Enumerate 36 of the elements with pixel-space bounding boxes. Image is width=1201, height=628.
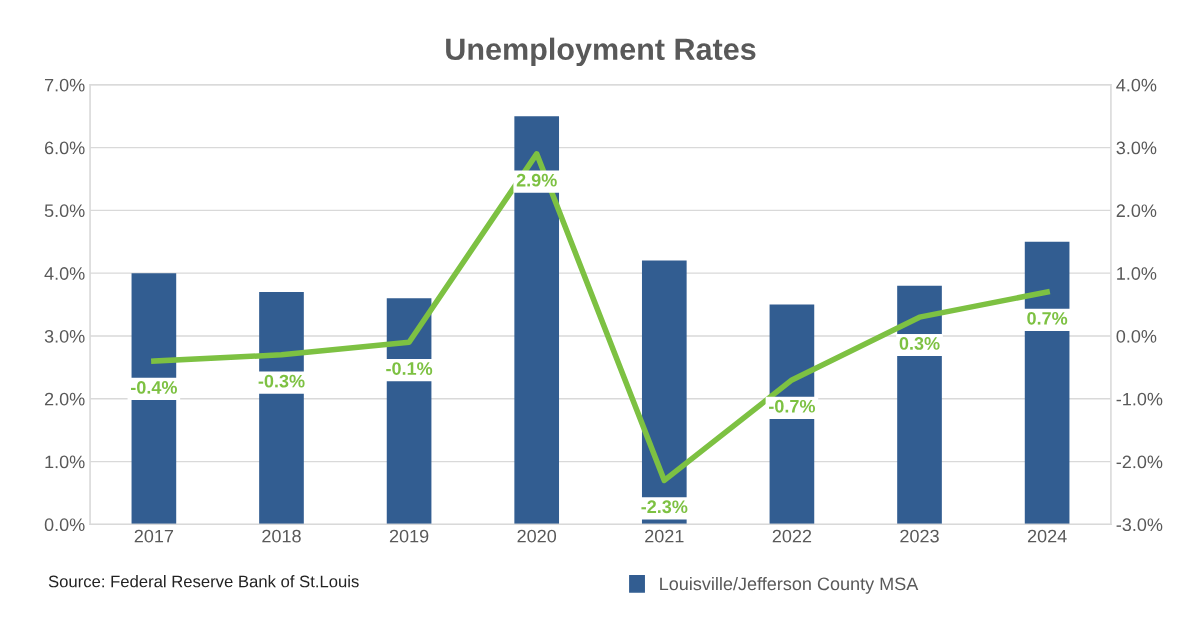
- x-tick-label: 2021: [645, 529, 684, 543]
- data-label: -2.3%: [641, 500, 688, 514]
- data-label: -0.3%: [258, 374, 305, 388]
- data-label: 0.7%: [1027, 311, 1068, 325]
- x-tick-label: 2023: [900, 529, 939, 543]
- source-note: Source: Federal Reserve Bank of St.Louis: [48, 575, 359, 588]
- legend-label: Louisville/Jefferson County MSA: [660, 576, 919, 594]
- y2-tick-label: 0.0%: [1116, 329, 1157, 343]
- x-tick-label: 2020: [517, 529, 557, 543]
- data-label: -0.1%: [386, 362, 433, 375]
- x-tick-label: 2024: [1027, 529, 1067, 543]
- y2-tick-label: 1.0%: [1117, 267, 1157, 280]
- x-tick-label: 2018: [262, 529, 301, 543]
- y-tick-label: 4.0%: [44, 267, 85, 280]
- y-tick-label: 1.0%: [45, 455, 85, 469]
- data-label: 2.9%: [516, 173, 557, 187]
- data-label: -0.7%: [769, 399, 816, 413]
- y-tick-label: 3.0%: [44, 329, 85, 343]
- y-tick-label: 0.0%: [44, 518, 85, 532]
- y2-tick-label: 4.0%: [1116, 78, 1157, 92]
- y2-tick-label: -2.0%: [1116, 455, 1163, 469]
- y2-tick-label: -3.0%: [1116, 518, 1163, 532]
- x-tick-label: 2022: [772, 529, 812, 543]
- y-tick-label: 7.0%: [44, 78, 85, 92]
- x-tick-label: 2017: [134, 529, 174, 543]
- bar: [514, 116, 560, 525]
- y2-tick-label: 3.0%: [1116, 141, 1157, 155]
- y-tick-label: 6.0%: [44, 141, 85, 155]
- data-label: 0.3%: [899, 337, 940, 350]
- y2-tick-label: 2.0%: [1116, 204, 1157, 218]
- x-tick-label: 2019: [389, 529, 429, 543]
- chart-title: Unemployment Rates: [446, 37, 756, 67]
- y-tick-label: 2.0%: [44, 392, 85, 406]
- y-tick-label: 5.0%: [44, 204, 85, 218]
- data-label: -0.4%: [131, 381, 177, 394]
- y2-tick-label: -1.0%: [1116, 392, 1163, 406]
